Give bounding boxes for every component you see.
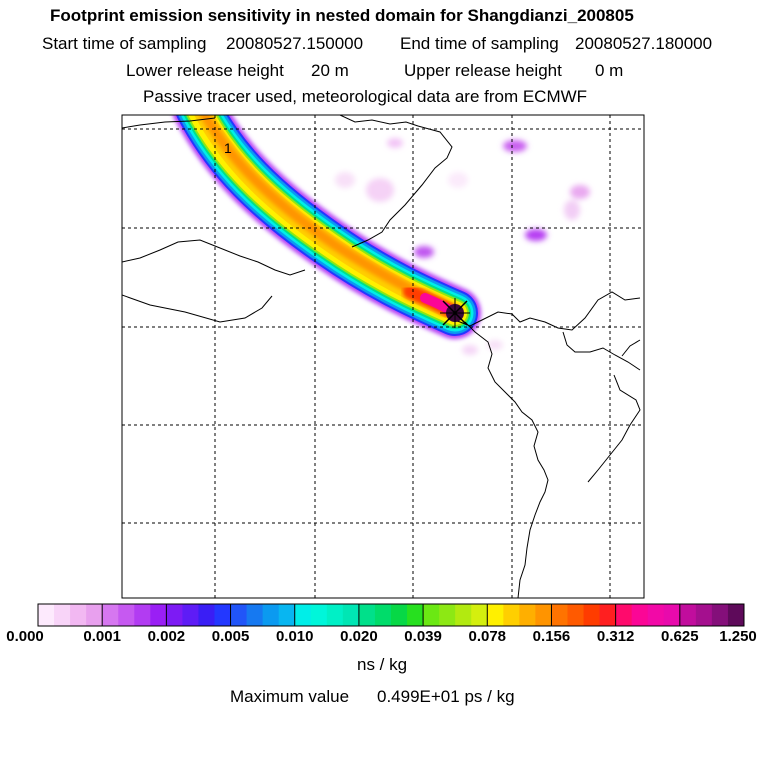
colorbar-swatch: [86, 604, 103, 626]
colorbar-swatch: [70, 604, 87, 626]
colorbar-tick-label: 0.001: [83, 628, 121, 645]
colorbar-swatch: [583, 604, 601, 626]
colorbar-swatch: [342, 604, 360, 626]
colorbar-swatch: [294, 604, 312, 626]
tracer-note: Passive tracer used, meteorological data…: [143, 87, 588, 106]
colorbar-swatch: [246, 604, 264, 626]
colorbar-swatch: [727, 604, 745, 626]
footprint-plume: [172, 115, 481, 339]
colorbar-swatch: [503, 604, 520, 626]
colorbar-swatch: [551, 604, 568, 626]
max-value: 0.499E+01 ps / kg: [377, 687, 515, 706]
colorbar-swatch: [102, 604, 119, 626]
colorbar-tick-label: 0.005: [211, 628, 250, 645]
colorbar-swatch: [38, 604, 55, 626]
colorbar-swatch: [358, 604, 376, 626]
colorbar-swatch: [471, 604, 488, 626]
colorbar-tick-label: 0.078: [468, 628, 507, 645]
colorbar-swatch: [663, 604, 681, 626]
colorbar-swatch: [615, 604, 633, 626]
colorbar-tick-label: 0.625: [661, 628, 699, 645]
colorbar-swatch: [423, 604, 440, 626]
colorbar-swatch: [198, 604, 215, 626]
start-time-label: Start time of sampling: [42, 34, 207, 53]
colorbar-swatch: [391, 604, 408, 626]
colorbar: [37, 603, 745, 627]
upper-release-value: 0 m: [595, 61, 624, 80]
colorbar-tick-label: 0.312: [596, 628, 635, 645]
colorbar-swatch: [487, 604, 504, 626]
lower-release-label: Lower release height: [126, 61, 284, 80]
plume-contour-label: 1: [224, 140, 232, 156]
map-frame: [121, 114, 645, 599]
colorbar-swatch: [407, 604, 424, 626]
start-time-value: 20080527.150000: [226, 34, 364, 53]
colorbar-swatch: [439, 604, 456, 626]
colorbar-tick-label: 0.010: [275, 628, 314, 645]
colorbar-swatch: [567, 604, 585, 626]
low-sensitivity-patches: [335, 138, 590, 355]
colorbar-swatch: [374, 604, 392, 626]
colorbar-swatch: [535, 604, 552, 626]
colorbar-unit: ns / kg: [357, 655, 408, 674]
colorbar-swatch: [631, 604, 649, 626]
colorbar-swatch: [54, 604, 71, 626]
colorbar-swatch: [310, 604, 328, 626]
colorbar-tick-label: 1.250: [719, 628, 757, 645]
colorbar-swatch: [230, 604, 248, 626]
colorbar-swatch: [118, 604, 135, 626]
colorbar-tick-label: 0.000: [6, 628, 44, 645]
colorbar-swatch: [214, 604, 232, 626]
colorbar-swatch: [326, 604, 344, 626]
colorbar-swatch: [711, 604, 729, 626]
colorbar-tick-label: 0.020: [340, 628, 378, 645]
lower-release-value: 20 m: [311, 61, 349, 80]
colorbar-swatch: [695, 604, 713, 626]
colorbar-tick-label: 0.002: [147, 628, 186, 645]
colorbar-swatch: [647, 604, 665, 626]
colorbar-swatch: [150, 604, 167, 626]
plot-title: Footprint emission sensitivity in nested…: [50, 6, 634, 25]
colorbar-swatch: [599, 604, 617, 626]
upper-release-label: Upper release height: [404, 61, 562, 80]
end-time-value: 20080527.180000: [575, 34, 713, 53]
colorbar-border: [37, 603, 745, 627]
colorbar-swatch: [455, 604, 472, 626]
colorbar-swatch: [278, 604, 296, 626]
end-time-label: End time of sampling: [400, 34, 559, 53]
coastlines: [122, 115, 641, 598]
colorbar-tick-label: 0.039: [404, 628, 442, 645]
colorbar-swatch: [679, 604, 697, 626]
colorbar-swatch: [166, 604, 183, 626]
release-point-marker: [440, 298, 470, 328]
colorbar-swatch: [182, 604, 199, 626]
colorbar-swatch: [134, 604, 151, 626]
max-value-label: Maximum value: [230, 687, 350, 706]
colorbar-tick-label: 0.156: [532, 628, 571, 645]
colorbar-swatch: [262, 604, 280, 626]
colorbar-swatch: [519, 604, 536, 626]
graticule: [122, 115, 644, 598]
